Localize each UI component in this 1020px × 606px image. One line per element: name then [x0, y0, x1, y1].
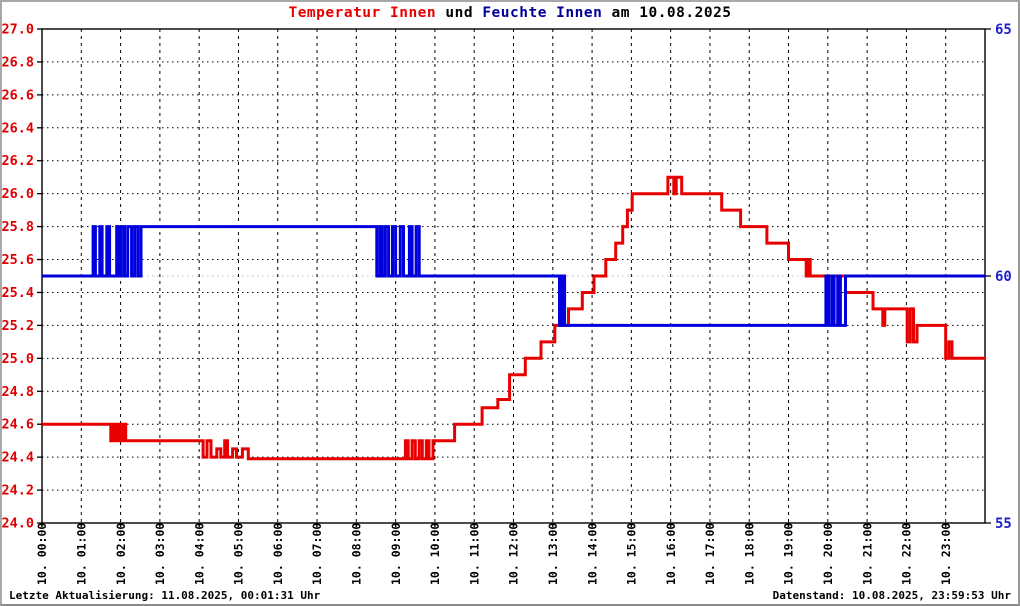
- svg-text:10. 06:00: 10. 06:00: [271, 523, 285, 585]
- humidity-line: [42, 225, 985, 327]
- svg-text:24.6: 24.6: [2, 417, 34, 433]
- svg-text:10. 01:00: 10. 01:00: [74, 523, 88, 585]
- svg-text:10. 09:00: 10. 09:00: [389, 523, 403, 585]
- svg-text:10. 04:00: 10. 04:00: [192, 523, 206, 585]
- svg-text:26.4: 26.4: [2, 120, 34, 136]
- axis-ticks: [37, 28, 991, 527]
- svg-text:10. 15:00: 10. 15:00: [625, 523, 639, 585]
- svg-text:65: 65: [995, 22, 1012, 38]
- svg-text:10. 17:00: 10. 17:00: [703, 523, 717, 585]
- svg-text:10. 02:00: 10. 02:00: [114, 523, 128, 585]
- chart-title: Temperatur Innen und Feuchte Innen am 10…: [2, 5, 1018, 21]
- title-temperature-label: Temperatur Innen: [288, 5, 437, 21]
- svg-text:10. 13:00: 10. 13:00: [546, 523, 560, 585]
- svg-text:10. 16:00: 10. 16:00: [664, 523, 678, 585]
- svg-text:10. 07:00: 10. 07:00: [310, 523, 324, 585]
- svg-text:26.8: 26.8: [2, 54, 34, 70]
- svg-text:10. 21:00: 10. 21:00: [860, 523, 874, 585]
- svg-text:26.6: 26.6: [2, 87, 34, 103]
- svg-text:10. 20:00: 10. 20:00: [821, 523, 835, 585]
- svg-text:10. 11:00: 10. 11:00: [467, 523, 481, 585]
- last-update-text: Letzte Aktualisierung: 11.08.2025, 00:01…: [9, 589, 321, 602]
- svg-text:10. 22:00: 10. 22:00: [900, 523, 914, 585]
- svg-text:24.4: 24.4: [2, 450, 34, 466]
- svg-text:24.8: 24.8: [2, 384, 34, 400]
- left-axis-labels: 27.0 26.8 26.6 26.4 26.2 26.0 25.8 25.6 25.4 25.2…: [2, 22, 34, 532]
- svg-text:10. 23:00: 10. 23:00: [939, 523, 953, 585]
- svg-text:26.2: 26.2: [2, 153, 34, 169]
- title-humidity-label: Feuchte Innen: [482, 5, 603, 21]
- svg-text:10. 00:00: 10. 00:00: [35, 523, 49, 585]
- right-axis-labels: 65 60 55: [995, 22, 1012, 532]
- title-date: am 10.08.2025: [602, 5, 732, 21]
- svg-text:55: 55: [995, 516, 1012, 532]
- svg-text:10. 14:00: 10. 14:00: [585, 523, 599, 585]
- svg-text:10. 19:00: 10. 19:00: [782, 523, 796, 585]
- svg-text:10. 08:00: 10. 08:00: [350, 523, 364, 585]
- svg-text:25.8: 25.8: [2, 219, 34, 235]
- x-axis-labels: 10. 00:00 10. 01:00 10. 02:00 10. 03:00 10. …: [35, 523, 953, 585]
- data-timestamp-text: Datenstand: 10.08.2025, 23:59:53 Uhr: [772, 589, 1011, 602]
- svg-text:25.6: 25.6: [2, 252, 34, 268]
- svg-text:10. 10:00: 10. 10:00: [428, 523, 442, 585]
- svg-text:25.0: 25.0: [2, 351, 34, 367]
- svg-text:60: 60: [995, 269, 1012, 285]
- svg-text:10. 12:00: 10. 12:00: [507, 523, 521, 585]
- title-connector: und: [436, 5, 483, 21]
- svg-text:26.0: 26.0: [2, 186, 34, 202]
- svg-text:24.0: 24.0: [2, 516, 34, 532]
- svg-text:25.2: 25.2: [2, 318, 34, 334]
- svg-text:24.2: 24.2: [2, 483, 34, 499]
- svg-text:10. 03:00: 10. 03:00: [153, 523, 167, 585]
- svg-text:27.0: 27.0: [2, 22, 34, 38]
- svg-text:10. 05:00: 10. 05:00: [232, 523, 246, 585]
- svg-text:10. 18:00: 10. 18:00: [742, 523, 756, 585]
- svg-text:25.4: 25.4: [2, 285, 34, 301]
